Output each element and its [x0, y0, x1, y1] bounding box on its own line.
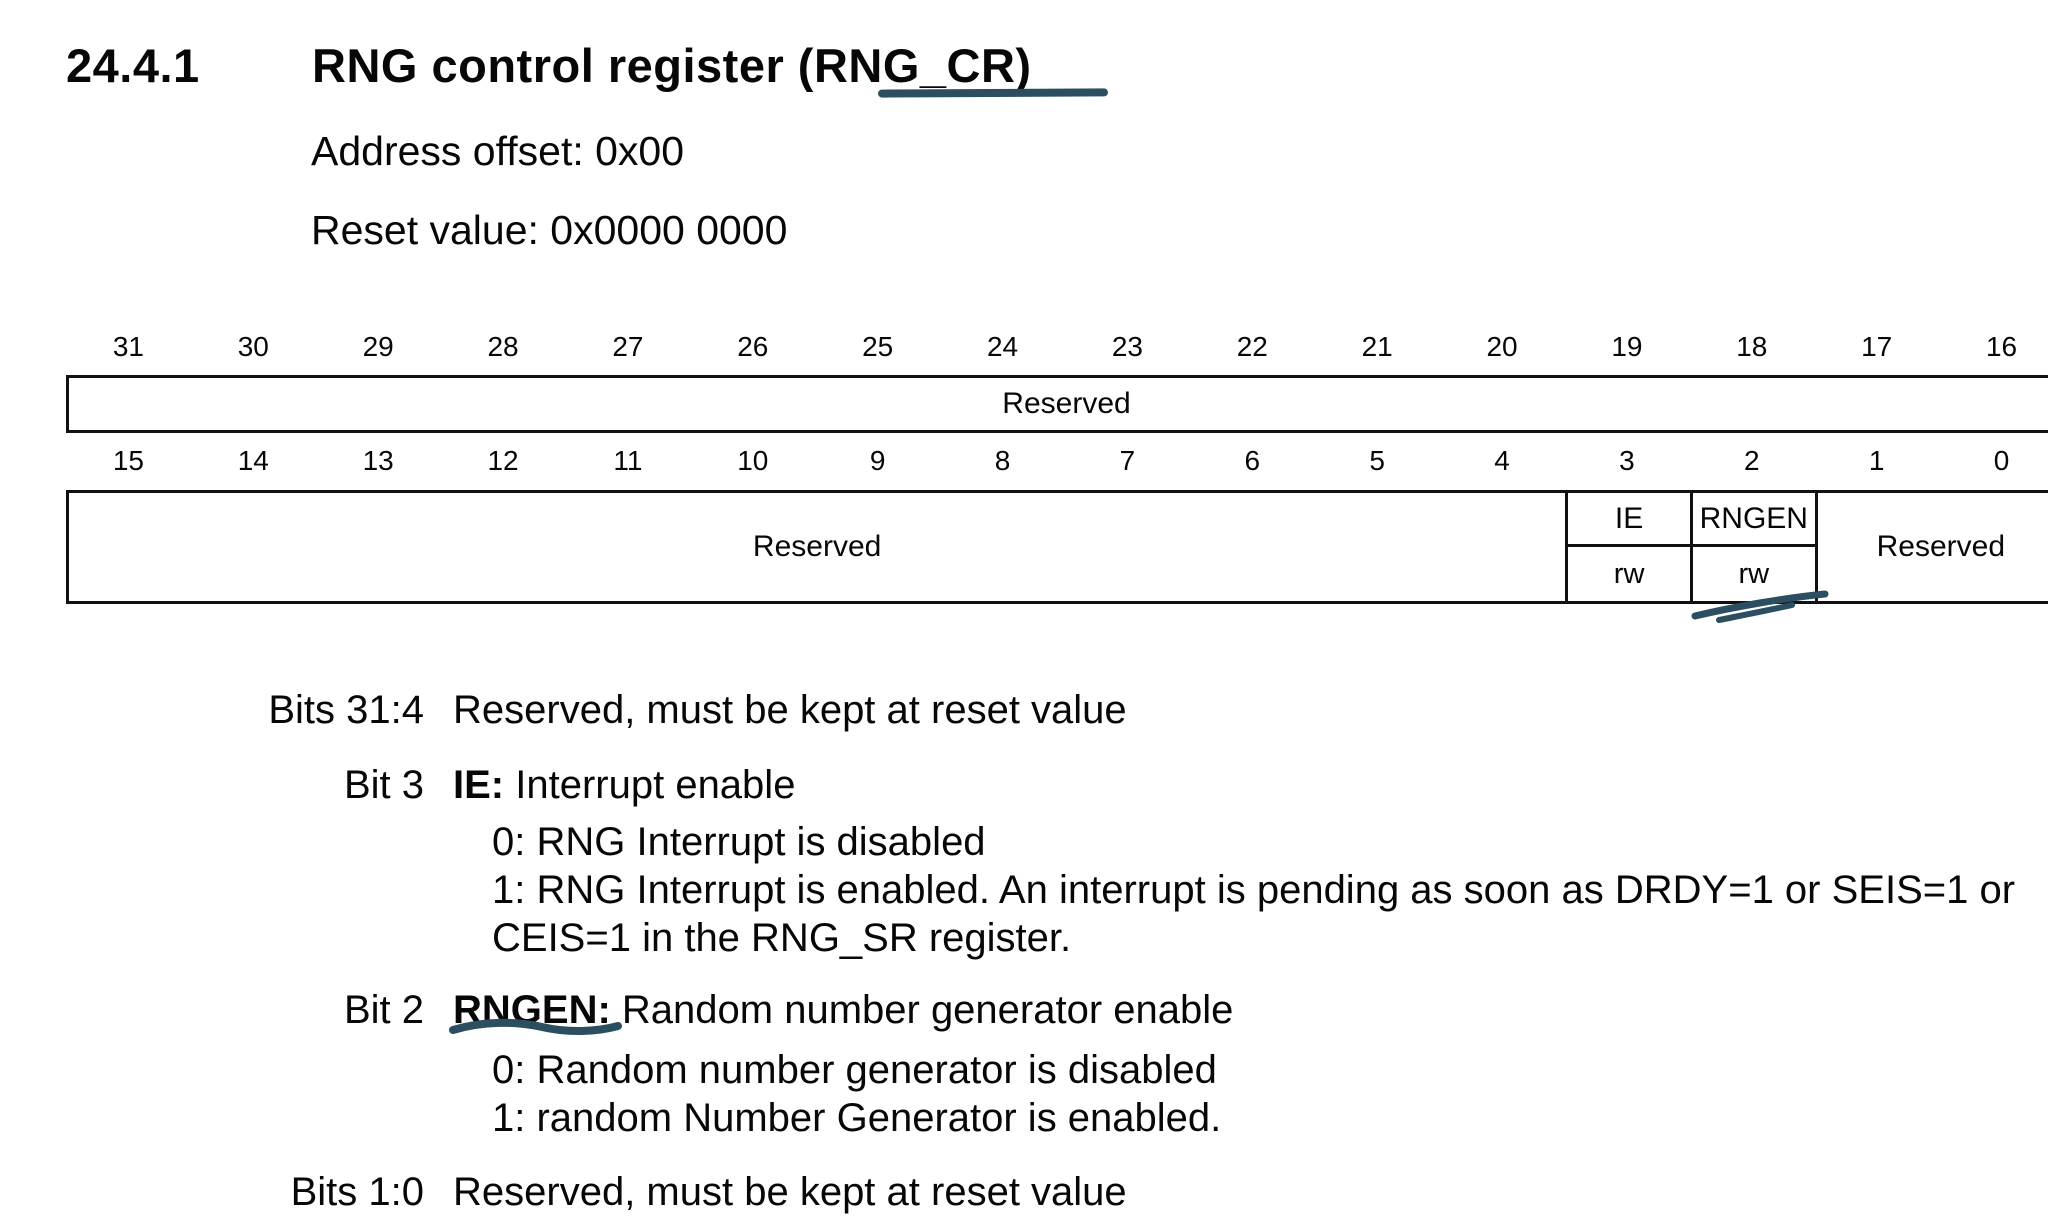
desc-body: Reserved, must be kept at reset value [453, 688, 1127, 732]
page-title: RNG control register (RNG_CR) [312, 39, 1032, 92]
bit-label-29: 29 [362, 331, 394, 362]
desc-body: Random number generator enable [610, 988, 1234, 1032]
bit-label-2: 2 [1744, 445, 1760, 476]
bit-numbers-low: 15 14 13 12 11 10 9 8 7 6 5 4 3 2 1 0 [66, 444, 2048, 478]
reserved-cell-1-0: Reserved [1814, 493, 2048, 601]
bit-numbers-high: 31 30 29 28 27 26 25 24 23 22 21 20 19 1… [66, 330, 2048, 364]
register-table-high: Reserved [66, 375, 2048, 433]
bit-label-19: 19 [1611, 331, 1643, 362]
desc-bit2-value-1: 1: random Number Generator is enabled. [492, 1096, 1222, 1140]
bit-label-1: 1 [1868, 445, 1885, 476]
register-table-low: Reserved IE rw RNGEN rw Reserved [66, 490, 2048, 604]
desc-bit3-value-1-cont: CEIS=1 in the RNG_SR register. [492, 916, 1072, 960]
desc-label: Bits 1:0 [290, 1170, 424, 1214]
bit-label-12: 12 [487, 445, 519, 476]
title-underline-annotation [877, 88, 1109, 98]
reset-value: Reset value: 0x0000 0000 [311, 207, 788, 253]
desc-bit-2: Bit 2 RNGEN: Random number generator ena… [0, 988, 2048, 1038]
desc-bits-31-4: Bits 31:4 Reserved, must be kept at rese… [0, 688, 2048, 738]
bit-label-23: 23 [1111, 331, 1144, 362]
bit-label-11: 11 [613, 445, 643, 476]
bit-label-9: 9 [869, 445, 886, 476]
bit-label-28: 28 [487, 331, 519, 362]
bit-label-21: 21 [1361, 331, 1393, 362]
bit-label-25: 25 [862, 331, 894, 362]
bitfield-ie: IE rw [1565, 493, 1690, 601]
desc-field-name: IE: [453, 763, 505, 807]
ie-access-cell: rw [1613, 557, 1645, 590]
bit-label-7: 7 [1119, 445, 1136, 476]
bit-label-24: 24 [986, 331, 1019, 362]
reserved-cell-31-16: Reserved [1002, 387, 1131, 420]
bit-label-14: 14 [237, 445, 269, 476]
bit-label-26: 26 [737, 331, 769, 362]
bit-label-18: 18 [1736, 331, 1768, 362]
bit-label-20: 20 [1486, 331, 1518, 362]
ie-name-cell: IE [1568, 493, 1690, 547]
desc-bit-3: Bit 3 IE: Interrupt enable [0, 763, 2048, 813]
desc-bit3-value-1: 1: RNG Interrupt is enabled. An interrup… [492, 868, 2016, 912]
bit-label-15: 15 [112, 445, 145, 476]
bit-label-22: 22 [1236, 331, 1268, 362]
desc-body: Interrupt enable [504, 763, 796, 807]
rngen-access-cell: rw [1738, 557, 1770, 590]
desc-bit2-value-0: 0: Random number generator is disabled [492, 1048, 1217, 1092]
desc-body: Reserved, must be kept at reset value [453, 1170, 1127, 1214]
bit-label-17: 17 [1861, 331, 1893, 362]
desc-label: Bit 3 [343, 763, 424, 807]
desc-bits-1-0: Bits 1:0 Reserved, must be kept at reset… [0, 1170, 2048, 1220]
desc-label: Bit 2 [343, 988, 424, 1032]
bit-label-30: 30 [237, 331, 269, 362]
bit-label-13: 13 [362, 445, 394, 476]
bit-label-4: 4 [1494, 445, 1510, 476]
bit-label-8: 8 [994, 445, 1011, 476]
section-number: 24.4.1 [66, 39, 200, 92]
bit-label-5: 5 [1369, 445, 1385, 476]
bitfield-rngen: RNGEN rw [1689, 493, 1815, 601]
address-offset: Address offset: 0x00 [311, 128, 685, 174]
rw-swoosh-annotation [1691, 590, 1829, 623]
bit-label-16: 16 [1985, 331, 2018, 362]
bit-label-3: 3 [1619, 445, 1635, 476]
desc-label: Bits 31:4 [268, 688, 424, 732]
rngen-wave-annotation [449, 1018, 622, 1036]
bit-label-6: 6 [1244, 445, 1261, 476]
rngen-name-cell: RNGEN [1692, 493, 1815, 547]
bit-label-27: 27 [612, 331, 644, 362]
bit-label-10: 10 [737, 445, 769, 476]
reserved-cell-15-4: Reserved [752, 530, 882, 563]
bit-label-0: 0 [1993, 445, 2010, 476]
desc-bit3-value-0: 0: RNG Interrupt is disabled [492, 820, 986, 864]
bit-label-31: 31 [112, 331, 145, 362]
